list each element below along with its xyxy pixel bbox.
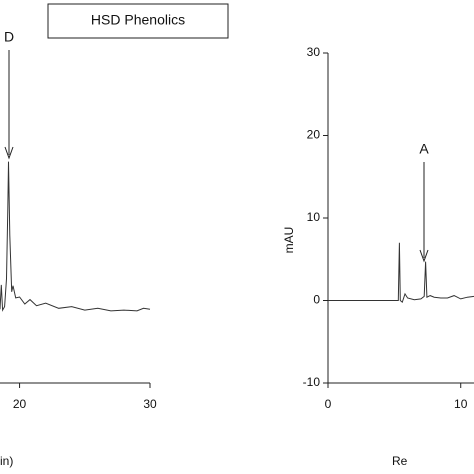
x-tick-label: 20 — [13, 397, 27, 411]
y-tick-label: -10 — [303, 375, 321, 389]
line — [328, 242, 474, 303]
title-box — [47, 3, 229, 39]
x-axis-label: in) — [0, 454, 13, 468]
line — [0, 161, 151, 312]
x-axis-label: Re — [392, 454, 408, 468]
figure-title: HSD Phenolics — [91, 12, 185, 28]
annotation: D — [4, 29, 14, 45]
y-tick-label: 10 — [307, 210, 321, 224]
x-tick-label: 30 — [143, 397, 157, 411]
x-tick-label: 0 — [325, 397, 332, 411]
y-tick-label: 20 — [307, 128, 321, 142]
y-tick-label: 0 — [313, 293, 320, 307]
arrow-head — [4, 146, 14, 160]
y-tick-label: 30 — [307, 45, 321, 59]
x-tick-label: 10 — [454, 397, 468, 411]
annotation: A — [419, 141, 429, 157]
arrow-head — [419, 249, 429, 263]
y-axis-label: mAU — [282, 227, 296, 254]
